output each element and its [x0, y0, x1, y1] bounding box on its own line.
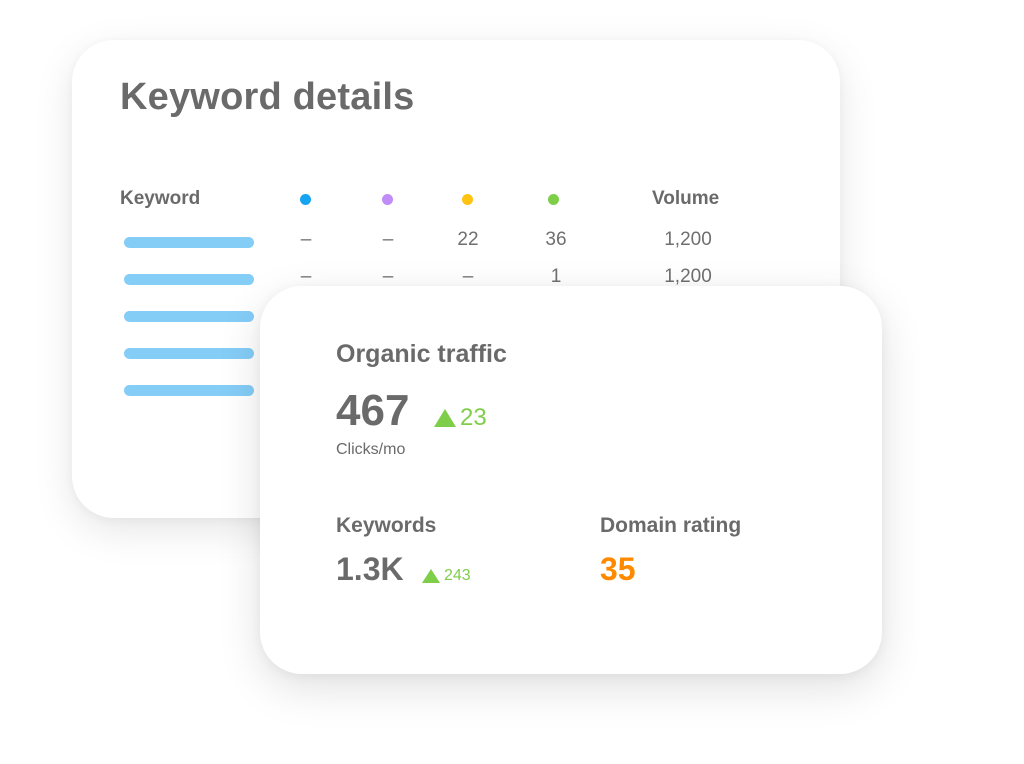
keyword-column-header: Keyword [120, 188, 201, 209]
organic-traffic-unit: Clicks/mo [336, 441, 406, 458]
table-cell: – [382, 266, 394, 287]
arrow-up-icon [422, 569, 440, 583]
table-row[interactable] [120, 300, 800, 337]
organic-traffic-delta-value: 23 [460, 404, 487, 431]
volume-cell: 1,200 [664, 266, 712, 287]
blue-dot-icon [300, 194, 311, 205]
organic-traffic-delta: 23 [434, 404, 487, 432]
keyword-table-header: Keyword Volume [120, 185, 800, 215]
organic-traffic-title: Organic traffic [336, 340, 507, 368]
domain-rating-value: 35 [600, 551, 636, 587]
table-row[interactable] [120, 374, 800, 411]
keyword-placeholder-bar [124, 311, 254, 322]
table-cell: 1 [550, 266, 562, 287]
organic-traffic-value: 467 [336, 386, 410, 435]
keywords-delta-value: 243 [444, 567, 471, 584]
table-row[interactable]: – – 22 36 1,200 [120, 226, 800, 263]
green-dot-icon [548, 194, 559, 205]
keyword-placeholder-bar [124, 385, 254, 396]
table-row[interactable]: – – – 1 1,200 [120, 263, 800, 300]
keywords-label: Keywords [336, 514, 437, 537]
keywords-delta: 243 [422, 567, 471, 585]
volume-column-header: Volume [652, 188, 720, 209]
keyword-placeholder-bar [124, 237, 254, 248]
yellow-dot-icon [462, 194, 473, 205]
keyword-table: Keyword Volume – – 22 36 1,200 – – – [120, 185, 800, 411]
table-cell: – [300, 266, 312, 287]
table-cell: – [462, 266, 474, 287]
purple-dot-icon [382, 194, 393, 205]
table-cell: 22 [457, 229, 479, 250]
keywords-value: 1.3K [336, 551, 404, 587]
organic-traffic-card: Organic traffic 467 23 Clicks/mo Keyword… [260, 286, 882, 674]
keyword-details-title: Keyword details [120, 76, 415, 118]
keyword-placeholder-bar [124, 274, 254, 285]
table-cell: 36 [545, 229, 567, 250]
table-cell: – [300, 229, 312, 250]
keyword-placeholder-bar [124, 348, 254, 359]
domain-rating-label: Domain rating [600, 514, 742, 537]
volume-cell: 1,200 [664, 229, 712, 250]
table-row[interactable] [120, 337, 800, 374]
arrow-up-icon [434, 409, 456, 427]
table-cell: – [382, 229, 394, 250]
